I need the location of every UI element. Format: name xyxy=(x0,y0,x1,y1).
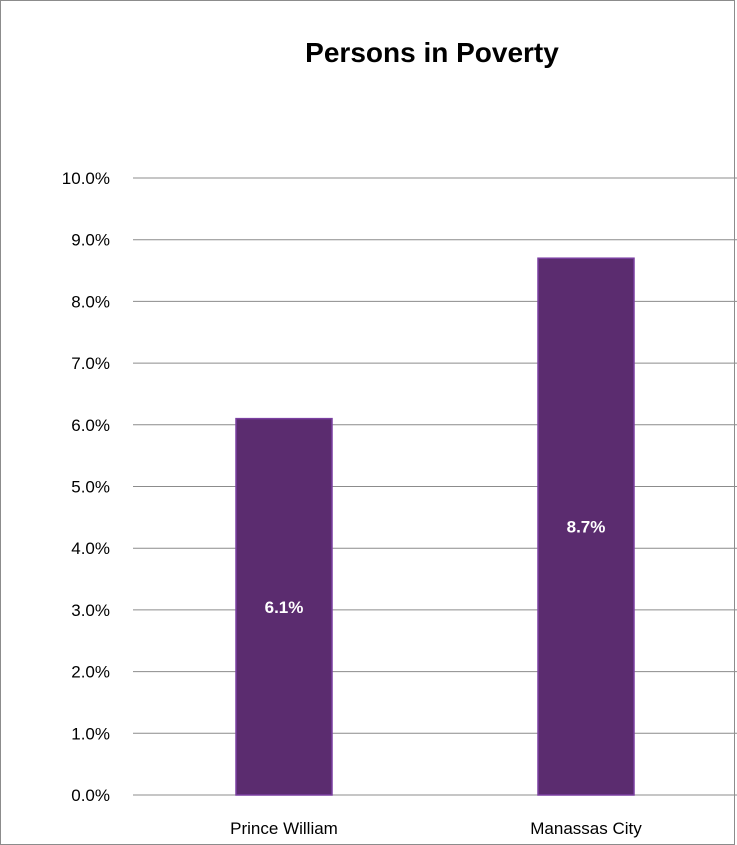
y-tick-label: 7.0% xyxy=(71,354,110,373)
chart-title: Persons in Poverty xyxy=(305,37,559,68)
y-tick-label: 6.0% xyxy=(71,416,110,435)
gridlines xyxy=(133,177,737,796)
y-tick-label: 3.0% xyxy=(71,601,110,620)
bar-data-label: 8.7% xyxy=(567,518,606,537)
y-axis-tick-labels: 0.0% 1.0% 2.0% 3.0% 4.0% 5.0% 6.0% 7.0% 8.0% 9.0%… xyxy=(62,169,110,805)
x-category-label: Prince William xyxy=(230,819,338,838)
y-tick-label: 9.0% xyxy=(71,231,110,250)
x-axis-category-labels: Prince William Manassas City xyxy=(230,819,642,838)
y-tick-label: 2.0% xyxy=(71,663,110,682)
bar-data-label: 6.1% xyxy=(265,598,304,617)
data-labels: 6.1% 8.7% xyxy=(265,518,606,617)
bar xyxy=(235,417,333,796)
x-category-label: Manassas City xyxy=(530,819,642,838)
y-tick-label: 5.0% xyxy=(71,478,110,497)
bar xyxy=(537,257,635,796)
bars xyxy=(235,257,635,796)
y-tick-label: 0.0% xyxy=(71,786,110,805)
y-tick-label: 10.0% xyxy=(62,169,110,188)
y-tick-label: 8.0% xyxy=(71,292,110,311)
y-tick-label: 1.0% xyxy=(71,724,110,743)
y-tick-label: 4.0% xyxy=(71,539,110,558)
